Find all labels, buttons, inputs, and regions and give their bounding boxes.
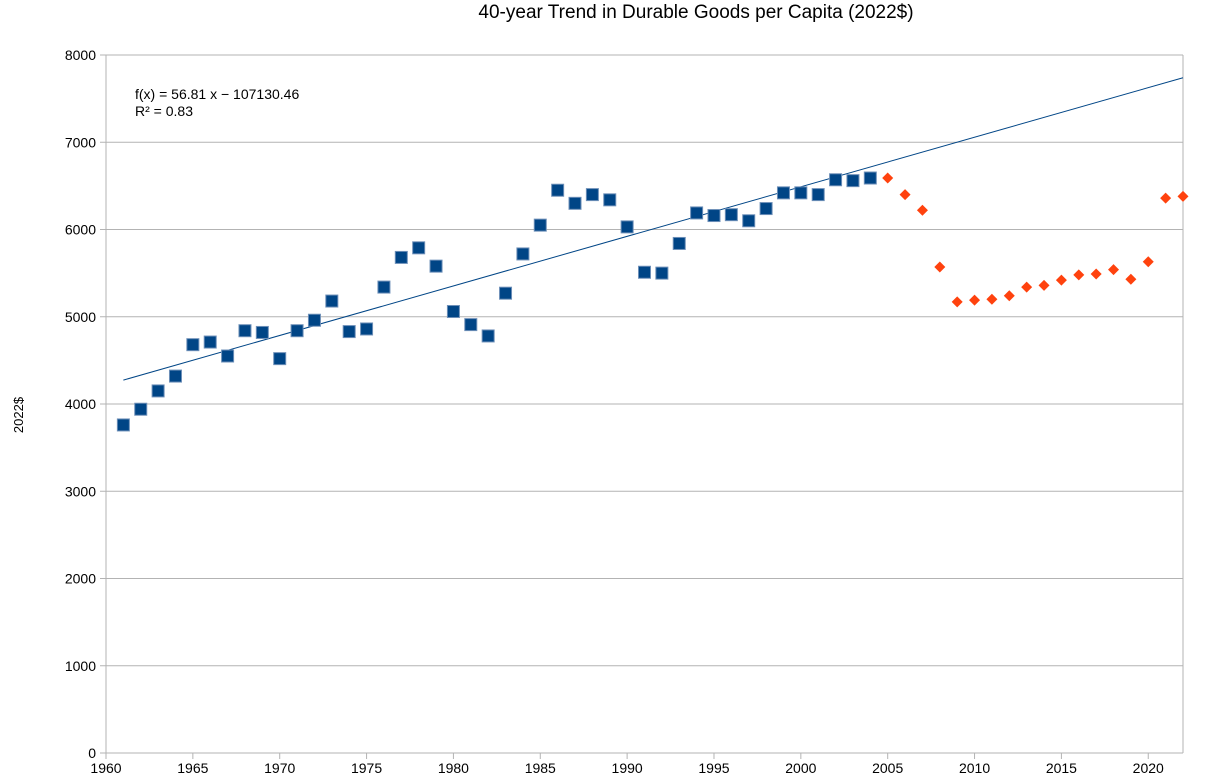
data-point-diamond <box>934 261 946 273</box>
y-tick-label: 2000 <box>65 571 96 587</box>
data-point-diamond <box>1108 264 1120 276</box>
data-point-square <box>516 247 530 261</box>
trendline <box>123 77 1184 381</box>
data-point-square <box>186 338 200 352</box>
data-point-square <box>307 313 321 327</box>
data-point-square <box>342 325 356 339</box>
data-point-diamond <box>1125 273 1137 285</box>
y-tick-label: 3000 <box>65 483 96 499</box>
trendline-group <box>123 77 1184 381</box>
x-tick-label: 1995 <box>698 760 729 776</box>
data-point-square <box>829 173 843 187</box>
data-point-square <box>412 241 426 255</box>
data-point-diamond <box>1160 192 1172 204</box>
data-point-diamond <box>1073 269 1085 281</box>
data-point-square <box>638 265 651 279</box>
data-point-square <box>429 259 443 273</box>
data-point-square <box>568 196 582 210</box>
x-tick-label: 2000 <box>785 760 816 776</box>
y-tick-label: 4000 <box>65 396 96 412</box>
data-point-square <box>134 402 148 416</box>
chart-title: 40-year Trend in Durable Goods per Capit… <box>478 2 913 23</box>
data-point-square <box>273 352 287 366</box>
x-tick-label: 1975 <box>351 760 382 776</box>
x-tick-label: 2005 <box>872 760 903 776</box>
data-point-square <box>377 280 391 294</box>
data-point-square <box>585 188 599 202</box>
data-point-square <box>655 266 669 280</box>
data-point-diamond <box>899 189 911 201</box>
x-tick-label: 1970 <box>264 760 295 776</box>
data-point-diamond <box>1177 190 1189 202</box>
data-point-diamond <box>1090 268 1102 280</box>
data-point-diamond <box>1003 290 1015 302</box>
data-point-diamond <box>986 293 998 305</box>
trendline-equation: f(x) = 56.81 x − 107130.46 <box>135 86 299 102</box>
data-point-square <box>759 202 773 216</box>
y-tick-label: 7000 <box>65 134 96 150</box>
data-point-square <box>394 250 408 264</box>
data-point-square <box>499 286 513 300</box>
x-tick-label: 1985 <box>525 760 556 776</box>
data-point-square <box>238 324 252 338</box>
data-point-square <box>724 208 738 222</box>
data-point-diamond <box>1021 281 1033 293</box>
data-point-diamond <box>882 172 894 184</box>
data-point-square <box>603 193 617 207</box>
x-tick-label: 1980 <box>438 760 469 776</box>
data-point-square <box>464 318 478 332</box>
data-point-square <box>620 220 634 234</box>
axes: 0 1000 2000 3000 4000 5000 6000 7000 8000 1960 196… <box>65 47 1184 776</box>
x-tick-label: 2020 <box>1133 760 1164 776</box>
gridlines <box>106 54 1183 754</box>
y-axis-label: 2022$ <box>11 396 26 433</box>
data-point-square <box>203 335 217 349</box>
data-point-square <box>168 369 182 383</box>
data-point-square <box>846 174 860 188</box>
data-point-square <box>742 214 756 228</box>
y-tick-label: 5000 <box>65 309 96 325</box>
data-point-diamond <box>1142 256 1154 268</box>
data-point-square <box>221 349 235 363</box>
data-point-square <box>707 209 721 223</box>
data-point-square <box>325 294 339 308</box>
x-tick-label: 1965 <box>177 760 208 776</box>
y-tick-label: 8000 <box>65 47 96 63</box>
data-point-diamond <box>1055 274 1067 286</box>
x-tick-label: 2010 <box>959 760 990 776</box>
y-tick-label: 6000 <box>65 222 96 238</box>
data-point-diamond <box>951 296 963 308</box>
data-point-square <box>151 384 165 398</box>
data-point-square <box>290 324 304 338</box>
data-point-square <box>360 322 374 336</box>
data-point-square <box>533 218 547 232</box>
data-point-diamond <box>1038 279 1050 291</box>
data-point-square <box>776 186 790 200</box>
data-point-square <box>481 329 495 343</box>
x-tick-label: 1960 <box>90 760 121 776</box>
data-point-diamond <box>916 204 928 216</box>
data-point-square <box>811 188 825 202</box>
trendline-r-squared: R² = 0.83 <box>135 103 193 119</box>
data-point-square <box>863 171 877 185</box>
data-point-square <box>255 325 269 339</box>
data-point-square <box>672 236 686 250</box>
data-point-square <box>690 206 704 220</box>
x-tick-label: 2015 <box>1046 760 1077 776</box>
data-point-diamond <box>969 294 981 306</box>
y-tick-label: 1000 <box>65 658 96 674</box>
data-point-square <box>551 183 565 197</box>
data-point-square <box>794 186 808 200</box>
data-points <box>116 171 1189 432</box>
y-tick-label: 0 <box>88 745 96 761</box>
data-point-square <box>446 305 460 319</box>
data-point-square <box>116 418 130 432</box>
x-tick-label: 1990 <box>612 760 643 776</box>
